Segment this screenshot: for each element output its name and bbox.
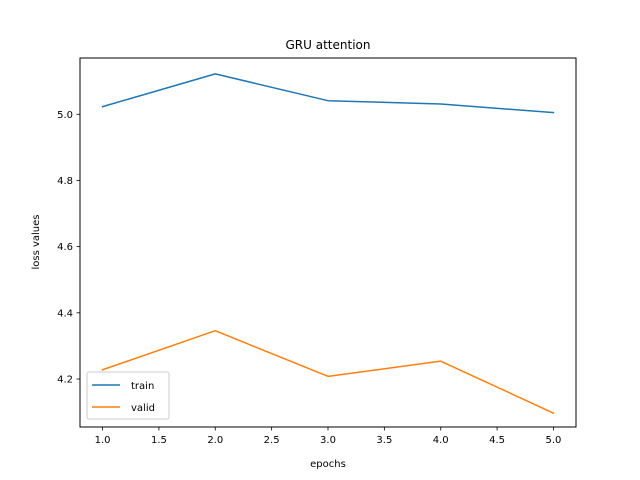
y-tick-label: 4.2	[57, 375, 73, 386]
y-tick-label: 5.0	[57, 110, 73, 121]
series-line-valid	[101, 329, 555, 415]
y-tick-label: 4.4	[57, 308, 73, 319]
legend-label-train: train	[131, 381, 154, 392]
y-axis-label: loss values	[31, 214, 42, 269]
x-axis: 1.0 1.5 2.0 2.5 3.0 3.5 4.0 4.5 5.0	[95, 427, 562, 446]
x-tick-label: 2.5	[264, 435, 280, 446]
series-line-train	[101, 73, 555, 114]
x-tick-label: 4.5	[489, 435, 505, 446]
x-tick-label: 3.5	[376, 435, 392, 446]
plot-lines	[101, 73, 555, 415]
x-tick-label: 2.0	[207, 435, 223, 446]
legend-box	[86, 371, 170, 420]
y-tick-label: 4.8	[57, 176, 73, 187]
x-tick-label: 5.0	[546, 435, 562, 446]
y-axis: 4.2 4.4 4.6 4.8 5.0	[57, 110, 80, 386]
legend-label-valid: valid	[131, 403, 155, 414]
x-tick-label: 4.0	[433, 435, 449, 446]
y-tick-label: 4.6	[57, 242, 73, 253]
chart-title: GRU attention	[286, 38, 371, 52]
x-tick-label: 3.0	[320, 435, 336, 446]
x-axis-label: epochs	[310, 459, 346, 470]
legend: train valid	[86, 371, 170, 420]
x-tick-label: 1.5	[151, 435, 167, 446]
x-tick-label: 1.0	[95, 435, 111, 446]
